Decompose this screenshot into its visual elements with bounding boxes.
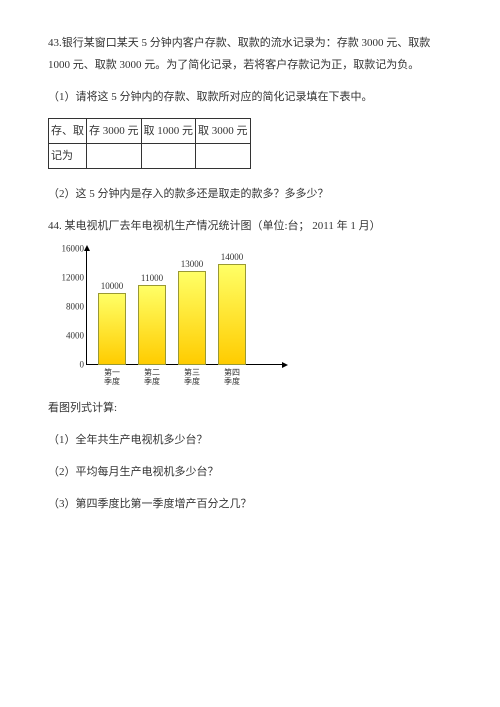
table-row: 记为 (49, 144, 251, 169)
q43-table: 存、取 存 3000 元 取 1000 元 取 3000 元 记为 (48, 118, 251, 169)
cell (141, 144, 196, 169)
chart-bar: 13000 (178, 271, 206, 365)
x-category-label: 第一 季度 (96, 368, 128, 387)
y-tick-label: 4000 (54, 332, 84, 341)
cell: 记为 (49, 144, 87, 169)
q44-chart: 0 4000 8000 12000 16000 10000 第一 季度 11000 第二 季度 1… (54, 247, 294, 387)
bar-value-label: 14000 (212, 253, 252, 262)
cell: 取 1000 元 (141, 119, 196, 144)
q44-intro: 看图列式计算: (48, 397, 452, 419)
y-tick-label: 8000 (54, 303, 84, 312)
chart-bar: 10000 (98, 293, 126, 366)
y-axis (86, 249, 87, 365)
cell (87, 144, 142, 169)
q43-part1: （1）请将这 5 分钟内的存款、取款所对应的简化记录填在下表中。 (48, 86, 452, 108)
x-category-label: 第二 季度 (136, 368, 168, 387)
cell: 取 3000 元 (196, 119, 251, 144)
q44-title: 44. 某电视机厂去年电视机生产情况统计图（单位:台； 2011 年 1 月） (48, 215, 452, 237)
q44-part3: （3）第四季度比第一季度增产百分之几？ (48, 493, 452, 515)
x-category-label: 第四 季度 (216, 368, 248, 387)
cell: 存 3000 元 (87, 119, 142, 144)
chart-bar: 11000 (138, 285, 166, 365)
y-tick-label: 12000 (54, 274, 84, 283)
x-category-label: 第三 季度 (176, 368, 208, 387)
bar-value-label: 10000 (92, 282, 132, 291)
q43-part2: （2）这 5 分钟内是存入的款多还是取走的款多？多多少？ (48, 183, 452, 205)
chart-bar: 14000 (218, 264, 246, 366)
cell: 存、取 (49, 119, 87, 144)
q43-text: 43.银行某窗口某天 5 分钟内客户存款、取款的流水记录为：存款 3000 元、… (48, 32, 452, 76)
cell (196, 144, 251, 169)
page: 43.银行某窗口某天 5 分钟内客户存款、取款的流水记录为：存款 3000 元、… (0, 0, 500, 707)
q44-part2: （2）平均每月生产电视机多少台？ (48, 461, 452, 483)
bar-value-label: 11000 (132, 274, 172, 283)
q44-part1: （1）全年共生产电视机多少台？ (48, 429, 452, 451)
bar-value-label: 13000 (172, 260, 212, 269)
y-tick-label: 0 (54, 361, 84, 370)
table-row: 存、取 存 3000 元 取 1000 元 取 3000 元 (49, 119, 251, 144)
y-tick-label: 16000 (54, 245, 84, 254)
